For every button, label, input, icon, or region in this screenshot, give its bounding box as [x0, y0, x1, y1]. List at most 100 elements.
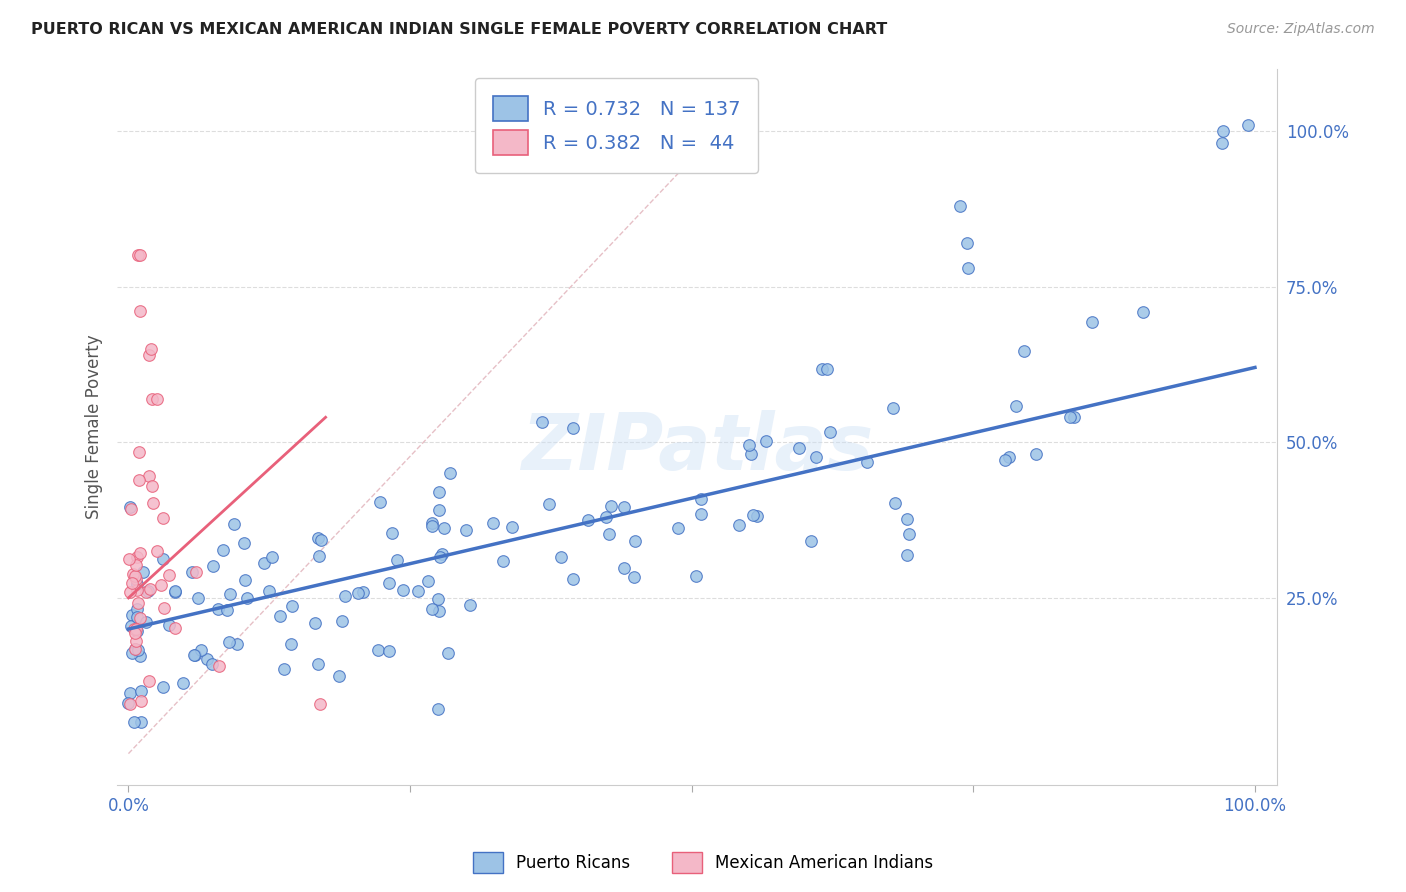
Point	[183, 648, 205, 663]
Point	[233, 573, 256, 587]
Point	[896, 548, 918, 562]
Point	[118, 685, 141, 699]
Point	[127, 248, 149, 262]
Point	[599, 499, 621, 513]
Point	[418, 574, 440, 588]
Point	[212, 543, 235, 558]
Point	[378, 575, 401, 590]
Point	[994, 452, 1017, 467]
Point	[598, 526, 620, 541]
Point	[481, 516, 503, 530]
Point	[124, 715, 146, 730]
Point	[121, 607, 143, 622]
Point	[129, 715, 152, 730]
Point	[561, 421, 583, 435]
Point	[124, 626, 146, 640]
Point	[222, 517, 245, 532]
Point	[125, 549, 148, 564]
Point	[738, 438, 761, 452]
Point	[131, 684, 153, 698]
Point	[118, 551, 141, 566]
Point	[800, 533, 823, 548]
Point	[127, 596, 149, 610]
Point	[124, 641, 146, 656]
Point	[124, 641, 146, 656]
Point	[330, 614, 353, 628]
Point	[273, 662, 295, 676]
Point	[368, 495, 391, 509]
Point	[145, 392, 167, 406]
Point	[998, 450, 1021, 464]
Point	[1025, 447, 1047, 461]
Point	[129, 648, 152, 663]
Point	[1063, 409, 1085, 424]
Point	[956, 235, 979, 250]
Point	[141, 392, 163, 406]
Point	[125, 624, 148, 638]
Point	[1081, 315, 1104, 329]
Point	[118, 584, 141, 599]
Point	[755, 434, 778, 448]
Point	[420, 519, 443, 533]
Point	[309, 533, 332, 547]
Point	[1012, 344, 1035, 359]
Point	[124, 569, 146, 583]
Point	[304, 616, 326, 631]
Point	[135, 585, 157, 599]
Point	[121, 576, 143, 591]
Point	[122, 567, 145, 582]
Legend: R = 0.732   N = 137, R = 0.382   N =  44: R = 0.732 N = 137, R = 0.382 N = 44	[475, 78, 758, 173]
Point	[125, 633, 148, 648]
Point	[427, 604, 450, 618]
Point	[1132, 304, 1154, 318]
Point	[595, 509, 617, 524]
Text: PUERTO RICAN VS MEXICAN AMERICAN INDIAN SINGLE FEMALE POVERTY CORRELATION CHART: PUERTO RICAN VS MEXICAN AMERICAN INDIAN …	[31, 22, 887, 37]
Point	[427, 503, 450, 517]
Point	[433, 521, 456, 535]
Point	[149, 578, 172, 592]
Point	[613, 500, 636, 514]
Point	[612, 561, 634, 575]
Point	[187, 591, 209, 606]
Point	[201, 559, 224, 574]
Point	[122, 622, 145, 636]
Point	[215, 603, 238, 617]
Point	[458, 598, 481, 612]
Point	[163, 583, 186, 598]
Point	[439, 467, 461, 481]
Point	[1211, 136, 1233, 151]
Point	[138, 348, 160, 362]
Text: ZIPatlas: ZIPatlas	[522, 410, 873, 486]
Point	[352, 585, 374, 599]
Point	[233, 536, 256, 550]
Point	[501, 520, 523, 534]
Point	[186, 565, 208, 579]
Point	[856, 455, 879, 469]
Point	[281, 599, 304, 613]
Point	[139, 582, 162, 596]
Point	[307, 657, 329, 671]
Point	[152, 681, 174, 695]
Point	[128, 304, 150, 318]
Point	[1059, 410, 1081, 425]
Point	[537, 497, 560, 511]
Point	[129, 611, 152, 625]
Point	[125, 610, 148, 624]
Point	[456, 523, 478, 537]
Y-axis label: Single Female Poverty: Single Female Poverty	[86, 334, 103, 519]
Point	[576, 513, 599, 527]
Point	[689, 507, 711, 521]
Point	[347, 585, 370, 599]
Point	[430, 548, 453, 562]
Point	[120, 502, 142, 516]
Point	[125, 558, 148, 573]
Point	[142, 496, 165, 510]
Point	[157, 568, 180, 582]
Point	[153, 601, 176, 615]
Point	[427, 484, 450, 499]
Point	[787, 442, 810, 456]
Point	[896, 512, 918, 526]
Point	[269, 609, 291, 624]
Point	[128, 445, 150, 459]
Point	[132, 565, 155, 579]
